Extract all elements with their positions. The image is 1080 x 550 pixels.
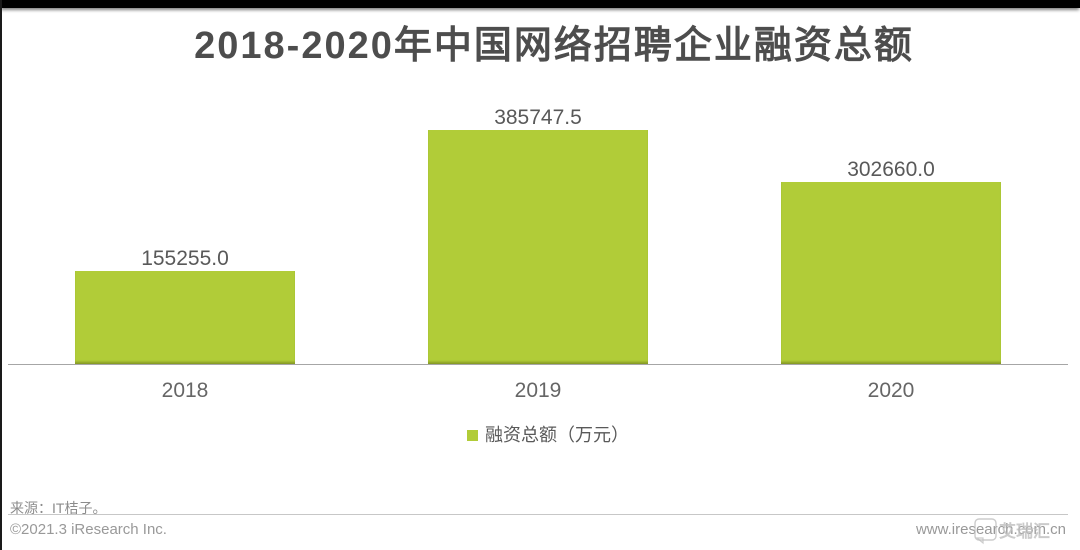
svg-text:艾瑞汇: 艾瑞汇	[999, 521, 1050, 541]
